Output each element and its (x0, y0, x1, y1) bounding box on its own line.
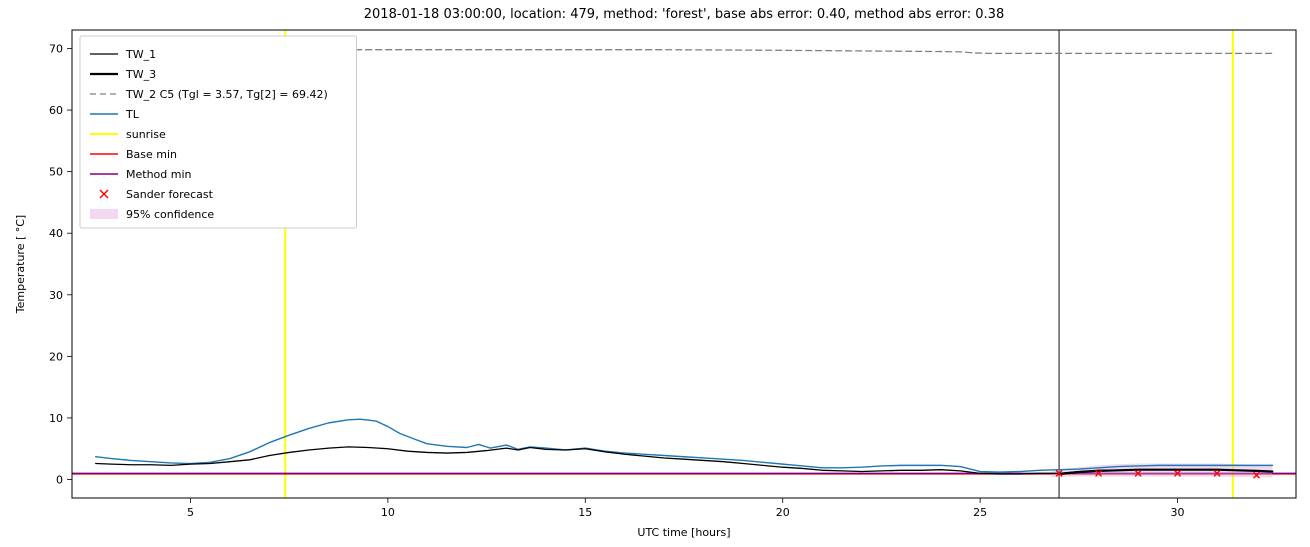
chart-svg: 5 10 15 20 25 30 0 10 20 30 40 50 60 70 UTC time [hour… (0, 0, 1310, 547)
x-tick-label: 15 (578, 506, 592, 519)
x-axis-label: UTC time [hours] (637, 526, 730, 539)
legend-label: Base min (126, 148, 177, 161)
legend-label: TW_2 C5 (Tgl = 3.57, Tg[2] = 69.42) (125, 88, 328, 101)
legend-label: Sander forecast (126, 188, 214, 201)
y-tick-label: 60 (49, 104, 63, 117)
y-tick-label: 0 (56, 474, 63, 487)
legend: TW_1 TW_3 TW_2 C5 (Tgl = 3.57, Tg[2] = 69.… (80, 36, 357, 228)
legend-label: 95% confidence (126, 208, 214, 221)
x-tick-label: 25 (973, 506, 987, 519)
y-tick-label: 40 (49, 227, 63, 240)
y-tick-label: 10 (49, 412, 63, 425)
y-tick-label: 50 (49, 166, 63, 179)
chart-container: 5 10 15 20 25 30 0 10 20 30 40 50 60 70 UTC time [hour… (0, 0, 1310, 547)
x-tick-label: 5 (187, 506, 194, 519)
x-tick-label: 30 (1171, 506, 1185, 519)
chart-title: 2018-01-18 03:00:00, location: 479, meth… (364, 7, 1004, 22)
legend-entry: TW_2 C5 (Tgl = 3.57, Tg[2] = 69.42) (90, 88, 328, 101)
legend-frame (80, 36, 357, 228)
legend-label: TW_1 (125, 48, 156, 61)
y-axis-label: Temperature [ °C] (14, 215, 27, 314)
legend-label: TW_3 (125, 68, 156, 81)
y-tick-label: 30 (49, 289, 63, 302)
y-tick-label: 20 (49, 350, 63, 363)
legend-label: sunrise (126, 128, 166, 141)
legend-label: TL (125, 108, 140, 121)
legend-label: Method min (126, 168, 192, 181)
y-tick-label: 70 (49, 42, 63, 55)
x-tick-label: 20 (776, 506, 790, 519)
x-tick-label: 10 (381, 506, 395, 519)
